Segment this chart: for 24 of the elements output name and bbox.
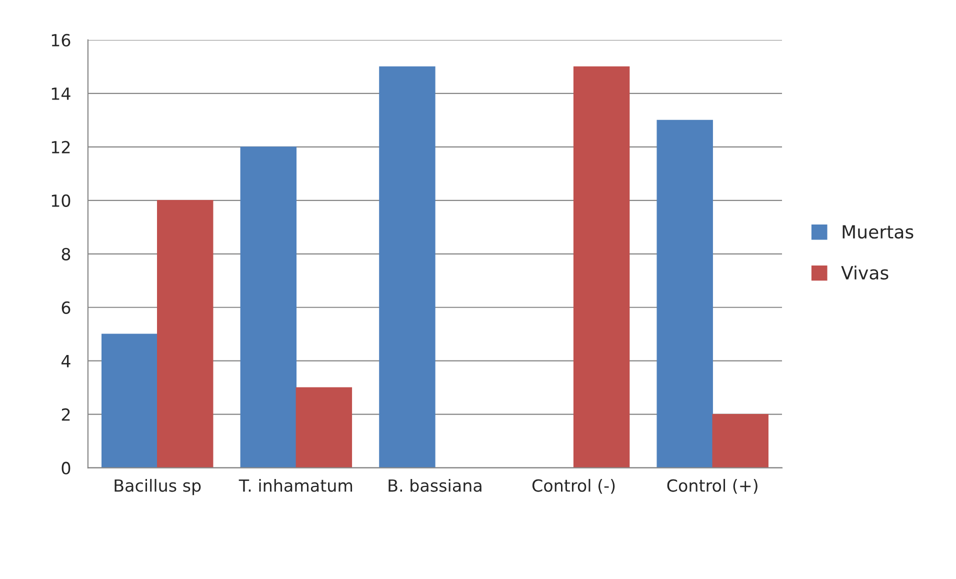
y-tick-label: 0 bbox=[62, 462, 70, 474]
bar bbox=[296, 387, 352, 468]
y-tick-label: 16 bbox=[52, 34, 70, 47]
bar bbox=[101, 334, 158, 468]
bar bbox=[573, 66, 630, 468]
bar bbox=[712, 414, 768, 468]
bar bbox=[656, 120, 713, 468]
legend-label: Vivas bbox=[841, 266, 888, 280]
x-tick-label: Bacillus sp bbox=[114, 478, 201, 496]
bar bbox=[240, 146, 297, 468]
x-tick-label: Control (+) bbox=[667, 478, 758, 494]
legend-label: Muertas bbox=[842, 225, 914, 239]
bar bbox=[379, 66, 436, 468]
y-tick-label: 2 bbox=[62, 408, 70, 421]
x-tick-label: B. bassiana bbox=[388, 478, 482, 492]
y-tick-label: 12 bbox=[52, 140, 70, 154]
bar bbox=[157, 200, 214, 468]
y-tick-label: 10 bbox=[52, 194, 70, 207]
y-tick-label: 14 bbox=[52, 88, 70, 100]
y-tick-label: 8 bbox=[62, 248, 70, 260]
x-tick-label: Control (-) bbox=[532, 478, 615, 494]
y-tick-label: 6 bbox=[62, 301, 70, 314]
y-tick-label: 4 bbox=[61, 355, 70, 368]
x-tick-label: T. inhamatum bbox=[238, 478, 352, 492]
